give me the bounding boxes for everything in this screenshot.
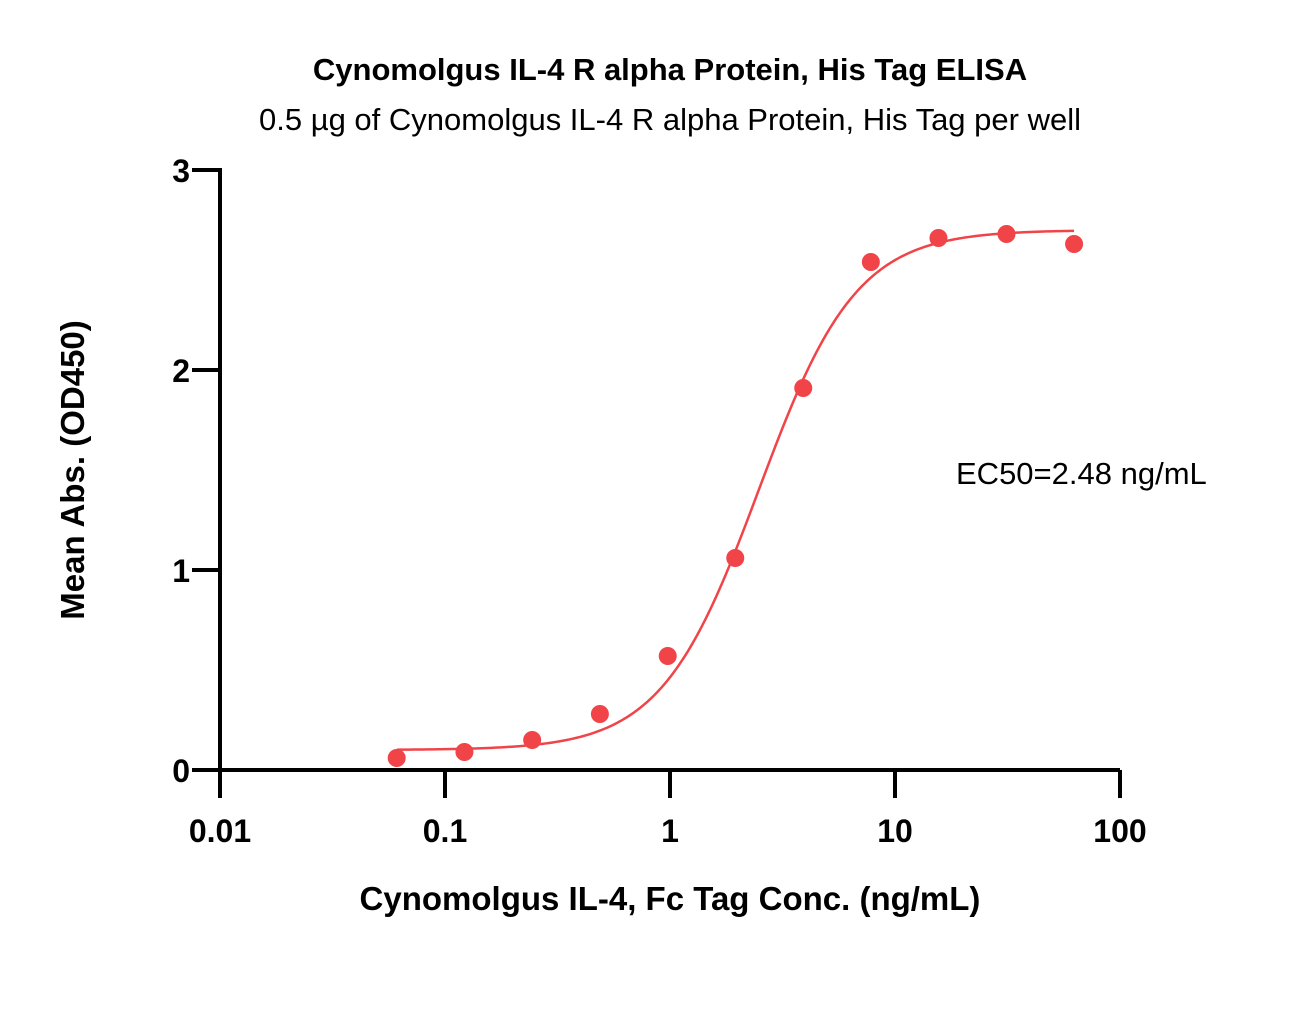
data-point: [590, 705, 609, 723]
x-tick-label: 10: [877, 813, 913, 849]
data-point: [861, 253, 880, 271]
x-tick-label: 100: [1093, 813, 1146, 849]
ec50-annotation: EC50=2.48 ng/mL: [956, 456, 1207, 491]
data-point: [997, 225, 1016, 243]
data-point: [929, 229, 948, 247]
y-tick-label: 0: [172, 753, 190, 789]
y-axis-label: Mean Abs. (OD450): [54, 320, 91, 620]
x-axis-label: Cynomolgus IL-4, Fc Tag Conc. (ng/mL): [360, 880, 981, 917]
data-point: [794, 379, 813, 397]
axes: 0 1 2 3 0.01 0.1 1 10 100: [172, 153, 1146, 849]
data-point: [387, 749, 406, 767]
x-tick-label: 1: [661, 813, 679, 849]
data-point: [455, 743, 474, 761]
data-point: [1065, 235, 1084, 253]
data-point: [726, 549, 745, 567]
y-tick-label: 2: [172, 353, 190, 389]
data-point: [658, 647, 677, 665]
y-tick-label: 1: [172, 553, 190, 589]
x-tick-label: 0.01: [189, 813, 251, 849]
data-point: [523, 731, 542, 749]
data-points-layer: [387, 225, 1084, 767]
x-tick-label: 0.1: [423, 813, 467, 849]
chart-title: Cynomolgus IL-4 R alpha Protein, His Tag…: [313, 52, 1027, 87]
chart-subtitle: 0.5 µg of Cynomolgus IL-4 R alpha Protei…: [259, 102, 1081, 137]
y-tick-label: 3: [172, 153, 190, 189]
